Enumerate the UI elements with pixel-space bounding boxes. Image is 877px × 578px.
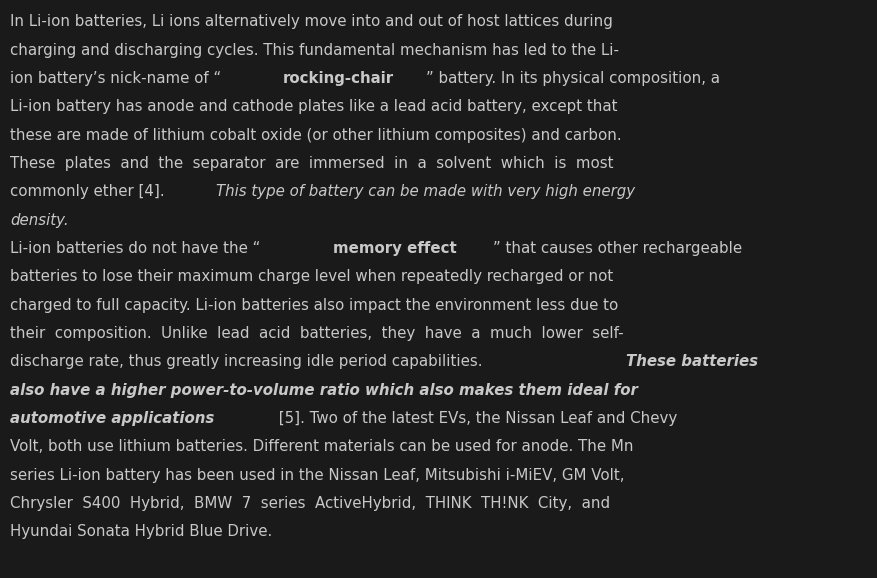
Text: [5]. Two of the latest EVs, the Nissan Leaf and Chevy: [5]. Two of the latest EVs, the Nissan L… bbox=[274, 411, 676, 426]
Text: density.: density. bbox=[10, 213, 68, 228]
Text: This type of battery can be made with very high energy: This type of battery can be made with ve… bbox=[216, 184, 634, 199]
Text: charged to full capacity. Li-ion batteries also impact the environment less due : charged to full capacity. Li-ion batteri… bbox=[10, 298, 617, 313]
Text: ” that causes other rechargeable: ” that causes other rechargeable bbox=[492, 241, 741, 256]
Text: Li-ion battery has anode and cathode plates like a lead acid battery, except tha: Li-ion battery has anode and cathode pla… bbox=[10, 99, 617, 114]
Text: automotive applications: automotive applications bbox=[10, 411, 214, 426]
Text: ion battery’s nick-name of “: ion battery’s nick-name of “ bbox=[10, 71, 221, 86]
Text: Chrysler  S400  Hybrid,  BMW  7  series  ActiveHybrid,  THINK  TH!NK  City,  and: Chrysler S400 Hybrid, BMW 7 series Activ… bbox=[10, 496, 610, 511]
Text: These  plates  and  the  separator  are  immersed  in  a  solvent  which  is  mo: These plates and the separator are immer… bbox=[10, 156, 613, 171]
Text: commonly ether [4].: commonly ether [4]. bbox=[10, 184, 169, 199]
Text: Volt, both use lithium batteries. Different materials can be used for anode. The: Volt, both use lithium batteries. Differ… bbox=[10, 439, 633, 454]
Text: also have a higher power-to-volume ratio which also makes them ideal for: also have a higher power-to-volume ratio… bbox=[10, 383, 638, 398]
Text: memory effect: memory effect bbox=[332, 241, 456, 256]
Text: Hyundai Sonata Hybrid Blue Drive.: Hyundai Sonata Hybrid Blue Drive. bbox=[10, 524, 272, 539]
Text: ” battery. In its physical composition, a: ” battery. In its physical composition, … bbox=[425, 71, 719, 86]
Text: charging and discharging cycles. This fundamental mechanism has led to the Li-: charging and discharging cycles. This fu… bbox=[10, 43, 618, 58]
Text: In Li-ion batteries, Li ions alternatively move into and out of host lattices du: In Li-ion batteries, Li ions alternative… bbox=[10, 14, 612, 29]
Text: Li-ion batteries do not have the “: Li-ion batteries do not have the “ bbox=[10, 241, 260, 256]
Text: series Li-ion battery has been used in the Nissan Leaf, Mitsubishi i-MiEV, GM Vo: series Li-ion battery has been used in t… bbox=[10, 468, 624, 483]
Text: these are made of lithium cobalt oxide (or other lithium composites) and carbon.: these are made of lithium cobalt oxide (… bbox=[10, 128, 621, 143]
Text: These batteries: These batteries bbox=[625, 354, 757, 369]
Text: batteries to lose their maximum charge level when repeatedly recharged or not: batteries to lose their maximum charge l… bbox=[10, 269, 612, 284]
Text: rocking-chair: rocking-chair bbox=[282, 71, 393, 86]
Text: their  composition.  Unlike  lead  acid  batteries,  they  have  a  much  lower : their composition. Unlike lead acid batt… bbox=[10, 326, 623, 341]
Text: discharge rate, thus greatly increasing idle period capabilities.: discharge rate, thus greatly increasing … bbox=[10, 354, 487, 369]
